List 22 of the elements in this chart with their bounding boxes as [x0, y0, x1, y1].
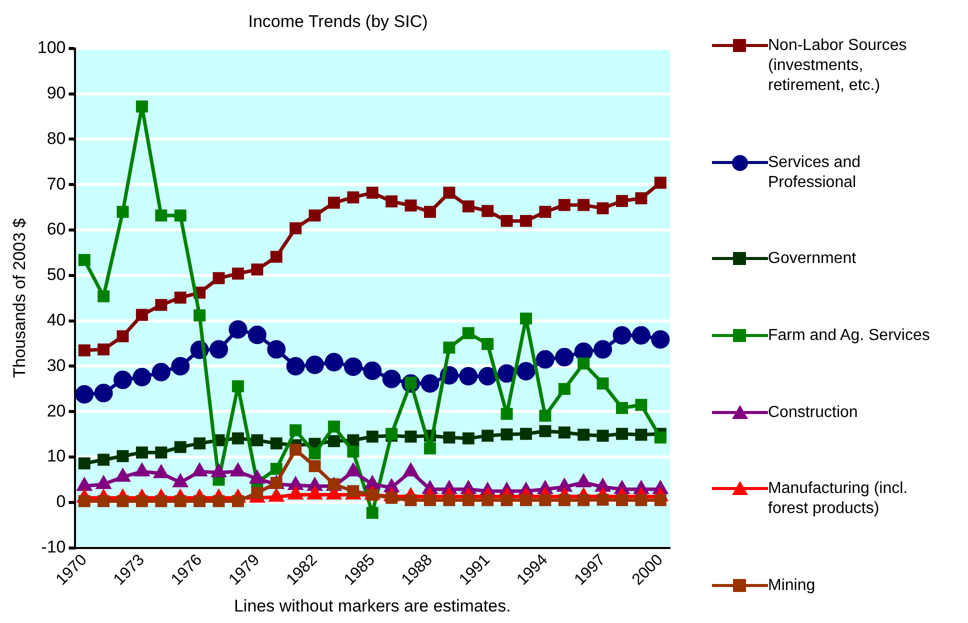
y-tick-label: -10	[41, 538, 66, 557]
y-tick-label: 10	[46, 446, 66, 466]
y-tick-label: 100	[37, 38, 66, 58]
chart-title: Income Trends (by SIC)	[248, 12, 428, 31]
y-tick-label: 30	[46, 356, 66, 375]
legend-label: Government	[768, 249, 858, 270]
legend-label: Mining	[768, 576, 816, 596]
legend-label: Construction	[768, 402, 859, 423]
y-tick-label: 80	[46, 128, 66, 148]
y-axis-title: Thousands of 2003 $	[10, 218, 29, 378]
legend-label: Services and Professional	[768, 152, 862, 193]
y-tick-label: 60	[46, 220, 66, 239]
y-tick-label: 70	[46, 174, 66, 194]
y-tick-label: 20	[46, 401, 66, 420]
y-tick-label: 50	[46, 265, 66, 284]
legend-label: Manufacturing (incl. forest products)	[768, 479, 909, 520]
y-tick-label: 40	[46, 310, 66, 330]
legend-label: Farm and Ag. Services	[768, 326, 931, 346]
x-axis-title: Lines without markers are estimates.	[234, 596, 511, 616]
y-tick-label: 90	[46, 83, 66, 102]
y-tick-label: 0	[56, 492, 66, 512]
legend-label: Non-Labor Sources (investments, retirement, etc.)	[768, 36, 908, 96]
